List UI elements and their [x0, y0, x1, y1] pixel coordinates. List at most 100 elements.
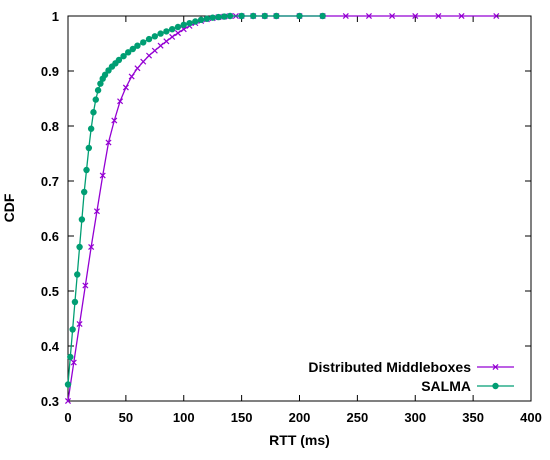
x-tick-label: 100	[173, 410, 195, 425]
y-tick-label: 0.8	[41, 119, 59, 134]
data-point-salma	[129, 45, 137, 53]
y-tick-label: 0.7	[41, 174, 59, 189]
data-point-salma	[64, 381, 72, 388]
legend-sample-salma	[477, 382, 514, 390]
data-point-distributed-middleboxes	[157, 42, 164, 49]
data-point-salma	[186, 19, 193, 27]
data-point-distributed-middleboxes	[389, 12, 396, 20]
data-point-salma	[192, 18, 199, 25]
legend-sample-distributed-middleboxes	[477, 363, 514, 371]
data-point-salma	[261, 12, 268, 20]
data-point-salma	[180, 21, 187, 28]
data-point-distributed-middleboxes	[365, 12, 372, 20]
data-point-distributed-middleboxes	[82, 282, 89, 289]
y-tick-label: 1	[52, 9, 59, 24]
y-tick-label: 0.4	[41, 339, 60, 354]
x-tick-label: 350	[462, 410, 484, 425]
data-point-salma	[90, 109, 97, 116]
data-point-salma	[221, 13, 228, 20]
data-point-salma	[226, 12, 234, 20]
data-point-distributed-middleboxes	[117, 98, 124, 105]
data-point-salma	[78, 216, 86, 223]
data-point-salma	[81, 188, 88, 196]
data-point-salma	[174, 23, 182, 31]
legend: Distributed Middleboxes SALMA	[308, 359, 514, 394]
data-point-distributed-middleboxes	[435, 12, 442, 20]
y-tick-label: 0.3	[41, 394, 59, 409]
data-point-distributed-middleboxes	[342, 12, 349, 20]
y-axis: 0.3 0.4 0.5 0.6 0.7 0.8 0.9 1	[41, 9, 531, 409]
data-point-salma	[67, 353, 74, 361]
y-tick-label: 0.6	[41, 229, 59, 244]
y-tick-label: 0.9	[41, 64, 59, 79]
data-point-salma	[134, 42, 141, 49]
y-axis-title: CDF	[1, 193, 17, 222]
data-point-salma	[215, 13, 222, 21]
data-point-salma	[140, 39, 147, 46]
data-point-distributed-middleboxes	[134, 65, 141, 72]
series-distributed-middleboxes	[64, 12, 500, 405]
data-point-salma	[87, 125, 95, 132]
data-point-distributed-middleboxes	[88, 243, 95, 251]
legend-marker-distributed-middleboxes	[492, 363, 499, 371]
data-point-salma	[250, 12, 257, 20]
data-point-salma	[76, 243, 83, 251]
data-point-salma	[115, 56, 123, 64]
data-point-salma	[203, 15, 211, 22]
x-axis-title: RTT (ms)	[269, 432, 330, 448]
x-tick-label: 400	[520, 410, 542, 425]
data-point-distributed-middleboxes	[99, 172, 106, 179]
data-point-salma	[92, 96, 99, 103]
x-tick-label: 200	[289, 410, 311, 425]
data-point-salma	[163, 28, 170, 35]
data-point-salma	[197, 16, 205, 24]
data-point-salma	[97, 80, 104, 87]
legend-label-distributed-middleboxes: Distributed Middleboxes	[308, 359, 471, 375]
data-point-salma	[151, 33, 159, 40]
x-axis: 0 50 100 150 200 250 300 350 400	[64, 16, 542, 425]
data-point-distributed-middleboxes	[76, 320, 83, 328]
x-tick-label: 150	[231, 410, 253, 425]
data-point-distributed-middleboxes	[64, 397, 72, 405]
data-point-salma	[101, 71, 109, 79]
data-point-salma	[145, 35, 153, 43]
x-tick-label: 250	[347, 410, 369, 425]
data-point-salma	[85, 144, 93, 152]
data-point-salma	[74, 271, 81, 278]
data-point-salma	[94, 87, 102, 94]
data-point-salma	[296, 12, 303, 20]
data-point-distributed-middleboxes	[70, 359, 77, 366]
x-tick-label: 50	[119, 410, 133, 425]
data-point-salma	[83, 166, 90, 174]
data-point-distributed-middleboxes	[151, 47, 158, 54]
series-salma	[64, 12, 326, 388]
data-point-distributed-middleboxes	[111, 117, 118, 124]
data-point-salma	[124, 49, 132, 56]
series-layer	[64, 12, 500, 405]
y-tick-label: 0.5	[41, 284, 59, 299]
data-point-salma	[238, 12, 245, 20]
data-point-distributed-middleboxes	[93, 208, 100, 215]
data-point-distributed-middleboxes	[169, 33, 176, 40]
data-point-distributed-middleboxes	[412, 12, 419, 20]
data-point-distributed-middleboxes	[122, 84, 129, 91]
legend-marker-salma	[492, 382, 499, 390]
data-point-salma	[168, 26, 176, 33]
data-point-distributed-middleboxes	[163, 38, 170, 45]
data-point-distributed-middleboxes	[174, 30, 181, 37]
x-tick-label: 0	[64, 410, 71, 425]
data-point-distributed-middleboxes	[128, 73, 135, 80]
data-point-salma	[69, 326, 76, 333]
data-point-distributed-middleboxes	[146, 52, 153, 59]
data-point-distributed-middleboxes	[140, 58, 147, 65]
data-point-salma	[319, 12, 326, 20]
data-point-distributed-middleboxes	[458, 12, 465, 20]
plot-frame	[67, 15, 532, 402]
data-point-salma	[120, 52, 127, 60]
x-tick-label: 300	[404, 410, 426, 425]
data-point-distributed-middleboxes	[105, 139, 112, 146]
data-point-distributed-middleboxes	[493, 12, 500, 20]
series-line-distributed-middleboxes	[67, 15, 497, 402]
legend-label-salma: SALMA	[421, 378, 471, 394]
